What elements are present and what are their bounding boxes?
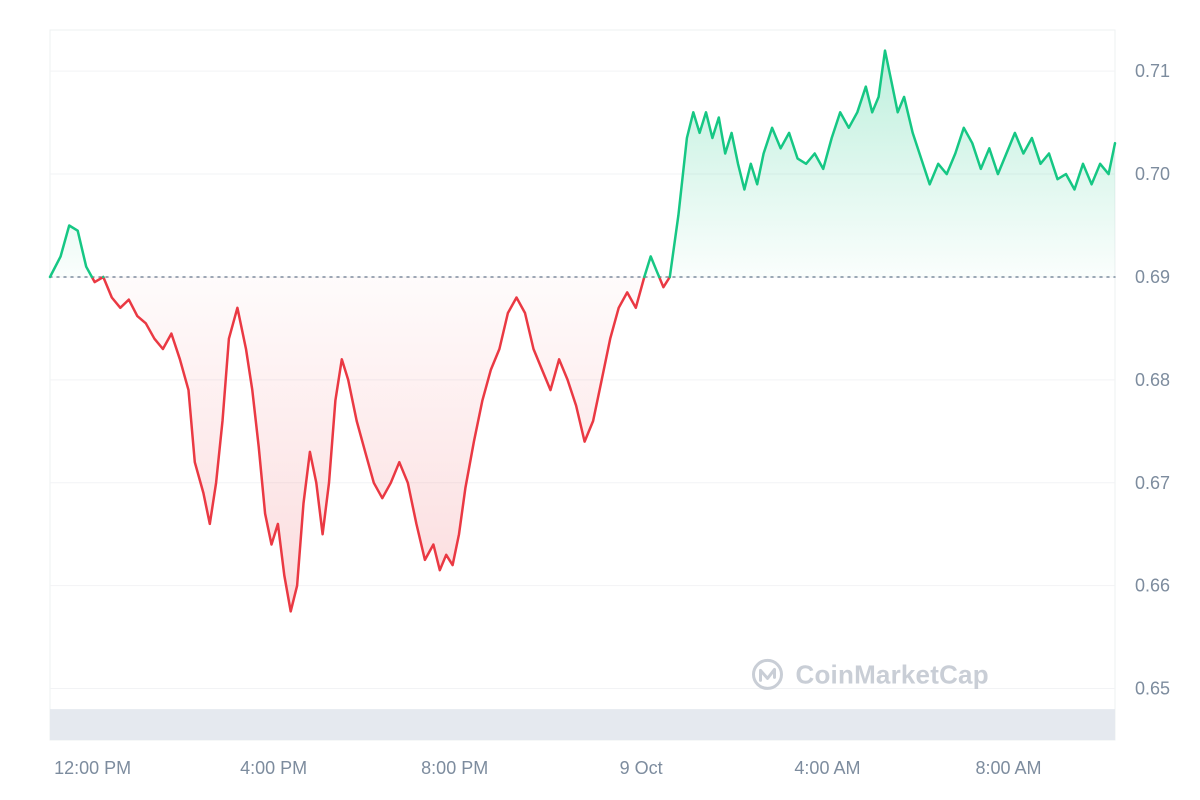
y-tick-label: 0.65 <box>1135 679 1170 699</box>
x-tick-label: 4:00 AM <box>794 758 860 778</box>
price-chart: 0.65 0.66 0.67 0.68 0.69 0.70 0.71 CoinMarketC… <box>0 0 1200 800</box>
y-axis-labels: 0.65 0.66 0.67 0.68 0.69 0.70 0.71 <box>1135 61 1170 698</box>
y-tick-label: 0.66 <box>1135 576 1170 596</box>
y-tick-label: 0.70 <box>1135 164 1170 184</box>
positive-area-fill <box>50 51 1115 277</box>
y-tick-label: 0.69 <box>1135 267 1170 287</box>
negative-area-fill <box>92 277 670 611</box>
x-tick-label: 8:00 AM <box>975 758 1041 778</box>
x-tick-label: 8:00 PM <box>421 758 488 778</box>
x-tick-label: 9 Oct <box>620 758 663 778</box>
y-tick-label: 0.67 <box>1135 473 1170 493</box>
y-tick-label: 0.68 <box>1135 370 1170 390</box>
y-tick-label: 0.71 <box>1135 61 1170 81</box>
x-tick-label: 4:00 PM <box>240 758 307 778</box>
chart-svg[interactable]: 0.65 0.66 0.67 0.68 0.69 0.70 0.71 CoinMarketC… <box>0 0 1200 800</box>
volume-panel <box>50 709 1115 740</box>
coinmarketcap-icon <box>754 660 782 688</box>
x-axis-labels: 12:00 PM 4:00 PM 8:00 PM 9 Oct 4:00 AM 8:00 A… <box>54 758 1041 778</box>
watermark-coinmarketcap: CoinMarketCap <box>754 659 989 689</box>
watermark-text: CoinMarketCap <box>796 659 989 689</box>
x-tick-label: 12:00 PM <box>54 758 131 778</box>
